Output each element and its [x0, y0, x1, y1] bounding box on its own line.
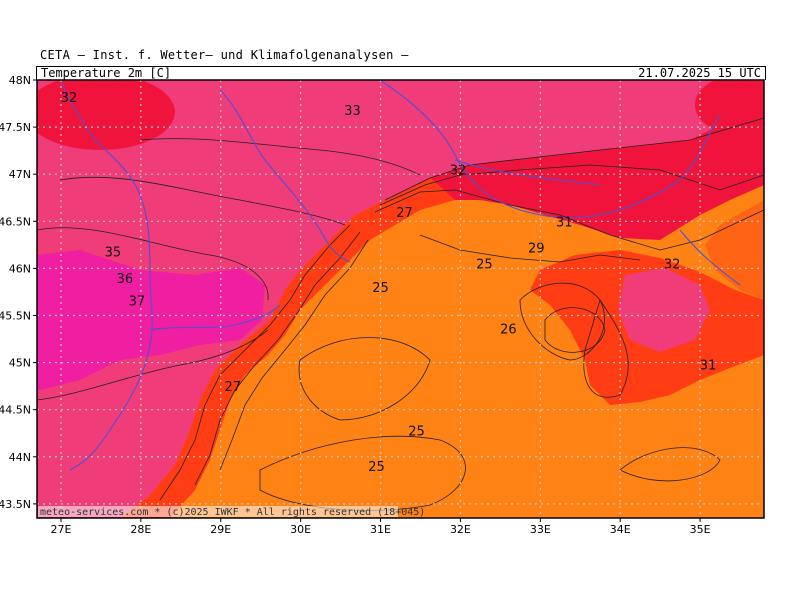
contour-label: 33 — [344, 104, 361, 119]
contour-labels: 32 33 32 27 31 29 25 32 35 36 37 25 26 31 27 25 25 — [61, 91, 717, 475]
map-fields — [37, 80, 764, 518]
lat-label: 44.5N — [0, 404, 31, 417]
contour-label: 25 — [408, 424, 425, 439]
lon-label: 30E — [290, 523, 311, 536]
land-hot-area — [37, 80, 764, 518]
valid-time: 21.07.2025 15 UTC — [638, 66, 761, 80]
lon-label: 33E — [530, 523, 551, 536]
lon-label: 34E — [610, 523, 631, 536]
contour-label: 36 — [117, 272, 134, 287]
credit-backdrop — [38, 506, 398, 517]
borders — [59, 80, 741, 471]
latitude-labels: 48N 47.5N 47N 46.5N 46N 45.5N 45N 44.5N 44N 43.5N — [0, 74, 31, 511]
lon-label: 31E — [370, 523, 391, 536]
lon-label: 28E — [130, 523, 151, 536]
copyright-credit: meteo-services.com * (c)2025 IWKF * All … — [40, 507, 425, 518]
contour-label: 32 — [61, 91, 78, 106]
crimea-east-warm — [705, 200, 764, 300]
lon-label: 27E — [50, 523, 71, 536]
contour-label: 25 — [368, 460, 385, 475]
lat-label: 46N — [9, 262, 31, 275]
lat-label: 45.5N — [0, 309, 31, 322]
contour-label: 27 — [224, 380, 241, 395]
lat-label: 45N — [9, 357, 31, 370]
land-warm-strip — [430, 115, 764, 240]
contour-label: 35 — [105, 245, 122, 260]
contour-label: 26 — [500, 323, 517, 338]
lon-label: 32E — [450, 523, 471, 536]
contour-label: 25 — [476, 258, 493, 273]
lon-label: 35E — [690, 523, 711, 536]
crimea-core — [618, 268, 710, 352]
nw-hot-patch — [37, 80, 175, 150]
contour-label: 37 — [129, 294, 146, 309]
lat-label: 47.5N — [0, 121, 31, 134]
lat-label: 43.5N — [0, 498, 31, 511]
lat-lon-grid — [37, 80, 764, 518]
coast-band — [120, 178, 455, 518]
contour-label: 25 — [372, 281, 389, 296]
field-label: Temperature 2m [C] — [41, 66, 172, 80]
lat-label: 47N — [9, 168, 31, 181]
contour-label: 29 — [528, 242, 545, 257]
contour-label: 32 — [450, 163, 467, 178]
contour-lines — [37, 117, 764, 511]
ne-hot-patch — [695, 80, 764, 135]
chart-title: CETA — Inst. f. Wetter— und Klimafolgena… — [40, 48, 409, 62]
contour-label: 31 — [700, 358, 717, 373]
contour-label: 27 — [396, 206, 413, 221]
lat-label: 44N — [9, 451, 31, 464]
lat-label: 48N — [9, 74, 31, 87]
longitude-labels: 27E 28E 29E 30E 31E 32E 33E 34E 35E — [50, 523, 710, 536]
lon-label: 29E — [210, 523, 231, 536]
land-core-hot — [37, 250, 265, 390]
subtitle-bar: Temperature 2m [C] 21.07.2025 15 UTC — [36, 66, 766, 80]
contour-label: 32 — [664, 258, 681, 273]
contour-label: 31 — [556, 215, 573, 230]
axis-ticks — [33, 79, 701, 522]
lat-label: 46.5N — [0, 215, 31, 228]
map-frame — [36, 79, 765, 519]
